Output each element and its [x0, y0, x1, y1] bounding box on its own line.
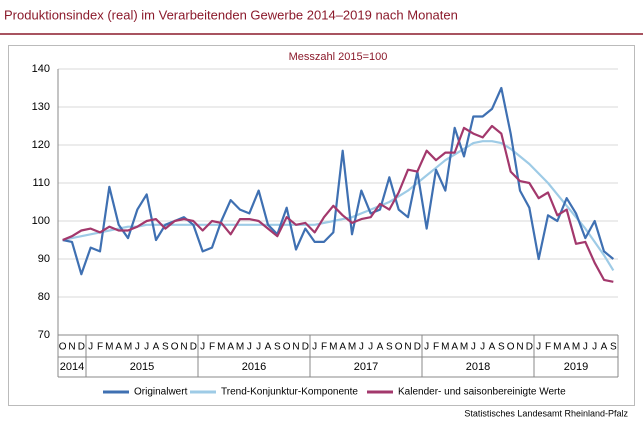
x-tick-label: M [236, 342, 244, 353]
x-tick-label: A [153, 342, 160, 353]
x-tick-label: J [592, 342, 597, 353]
legend-label: Trend-Konjunktur-Komponente [221, 387, 358, 398]
x-tick-label: M [553, 342, 561, 353]
x-tick-label: J [359, 342, 364, 353]
x-tick-label: N [68, 342, 75, 353]
x-tick-label: N [180, 342, 187, 353]
x-tick-label: M [441, 342, 449, 353]
x-tick-label: M [124, 342, 132, 353]
x-tick-label: J [200, 342, 205, 353]
x-tick-label: O [507, 342, 515, 353]
x-tick-label: N [292, 342, 299, 353]
x-tick-label: J [144, 342, 149, 353]
year-label: 2018 [466, 361, 490, 373]
x-tick-label: J [424, 342, 429, 353]
x-tick-label: M [105, 342, 113, 353]
x-tick-label: J [480, 342, 485, 353]
x-tick-label: A [451, 342, 458, 353]
x-tick-label: N [516, 342, 523, 353]
frame [8, 45, 635, 406]
x-tick-label: A [339, 342, 346, 353]
x-tick-label: A [489, 342, 496, 353]
x-tick-label: M [217, 342, 225, 353]
x-tick-label: A [601, 342, 608, 353]
y-tick-label: 110 [32, 177, 50, 189]
y-tick-label: 140 [32, 63, 50, 75]
series-line [62, 86, 615, 276]
x-tick-label: M [572, 342, 580, 353]
x-tick-label: A [227, 342, 234, 353]
x-tick-label: O [171, 342, 179, 353]
x-tick-label: J [368, 342, 373, 353]
legend-label: Originalwert [134, 387, 188, 398]
x-tick-label: O [395, 342, 403, 353]
year-label: 2017 [354, 361, 378, 373]
x-tick-label: F [321, 342, 327, 353]
series-line [62, 140, 615, 271]
legend-label: Kalender- und saisonbereinigte Werte [398, 387, 566, 398]
x-tick-label: F [97, 342, 103, 353]
x-tick-label: O [283, 342, 291, 353]
x-tick-label: J [88, 342, 93, 353]
x-tick-label: F [545, 342, 551, 353]
x-tick-label: F [433, 342, 439, 353]
y-tick-label: 80 [38, 291, 50, 303]
x-tick-label: J [583, 342, 588, 353]
year-label: 2016 [242, 361, 266, 373]
year-label: 2014 [60, 361, 84, 373]
x-tick-label: F [209, 342, 215, 353]
year-label: 2015 [130, 361, 154, 373]
x-tick-label: S [162, 342, 169, 353]
x-tick-label: M [329, 342, 337, 353]
y-tick-label: 90 [38, 253, 50, 265]
x-tick-label: D [78, 342, 85, 353]
series-line [62, 124, 614, 283]
source: Statistisches Landesamt Rheinland-Pfalz [464, 408, 628, 418]
x-tick-label: D [526, 342, 533, 353]
x-tick-label: J [536, 342, 541, 353]
x-tick-label: M [460, 342, 468, 353]
x-tick-label: J [312, 342, 317, 353]
x-tick-label: N [404, 342, 411, 353]
y-tick-label: 120 [32, 139, 50, 151]
y-tick-label: 70 [38, 329, 50, 341]
x-tick-label: S [386, 342, 393, 353]
x-tick-label: O [59, 342, 67, 353]
x-tick-label: S [498, 342, 505, 353]
x-tick-label: J [247, 342, 252, 353]
x-tick-label: D [414, 342, 421, 353]
year-label: 2019 [564, 361, 588, 373]
x-tick-label: M [348, 342, 356, 353]
x-tick-label: J [135, 342, 140, 353]
x-tick-label: S [610, 342, 617, 353]
y-tick-label: 130 [32, 101, 50, 113]
x-tick-label: A [265, 342, 272, 353]
chart-subtitle: Messzahl 2015=100 [289, 51, 388, 63]
y-tick-label: 100 [32, 215, 50, 227]
x-tick-label: J [471, 342, 476, 353]
x-tick-label: D [302, 342, 309, 353]
x-tick-label: D [190, 342, 197, 353]
x-tick-label: J [256, 342, 261, 353]
x-tick-label: S [274, 342, 281, 353]
x-tick-label: A [115, 342, 122, 353]
x-tick-label: A [563, 342, 570, 353]
x-tick-label: A [377, 342, 384, 353]
chart-title: Produktionsindex (real) im Verarbeitende… [4, 7, 458, 22]
